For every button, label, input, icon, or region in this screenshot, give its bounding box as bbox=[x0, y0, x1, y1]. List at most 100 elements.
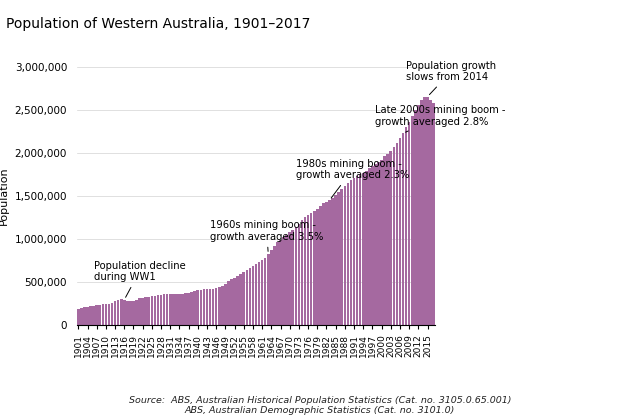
Bar bbox=[399, 138, 401, 325]
Bar bbox=[212, 289, 214, 325]
Bar bbox=[390, 151, 392, 325]
Bar bbox=[166, 294, 168, 325]
Bar bbox=[246, 270, 248, 325]
Bar bbox=[316, 209, 319, 325]
Bar bbox=[304, 217, 307, 325]
Bar bbox=[190, 292, 193, 325]
Bar bbox=[417, 105, 420, 325]
Bar bbox=[261, 260, 264, 325]
Bar bbox=[95, 305, 98, 325]
Bar bbox=[120, 299, 122, 325]
Text: 1960s mining boom -
growth averaged 3.5%: 1960s mining boom - growth averaged 3.5% bbox=[210, 220, 323, 251]
Text: Population growth
slows from 2014: Population growth slows from 2014 bbox=[406, 60, 496, 95]
Bar bbox=[387, 154, 389, 325]
Bar bbox=[270, 250, 273, 325]
Bar bbox=[224, 284, 227, 325]
Bar bbox=[380, 160, 383, 325]
Bar bbox=[298, 224, 300, 325]
Bar bbox=[359, 175, 362, 325]
Bar bbox=[200, 290, 202, 325]
Bar bbox=[154, 296, 156, 325]
Bar bbox=[205, 289, 208, 325]
Bar bbox=[102, 304, 104, 325]
Bar bbox=[83, 307, 86, 325]
Bar bbox=[377, 162, 380, 325]
Bar bbox=[258, 262, 260, 325]
Bar bbox=[169, 294, 172, 325]
Bar bbox=[104, 304, 108, 325]
Bar bbox=[221, 286, 223, 325]
Bar bbox=[236, 276, 239, 325]
Bar bbox=[163, 294, 165, 325]
Bar bbox=[420, 100, 422, 325]
Bar bbox=[108, 304, 110, 325]
Bar bbox=[362, 173, 365, 325]
Bar bbox=[132, 301, 135, 325]
Bar bbox=[203, 289, 205, 325]
Bar bbox=[337, 191, 340, 325]
Bar bbox=[310, 213, 312, 325]
Bar bbox=[178, 294, 180, 325]
Bar bbox=[196, 291, 199, 325]
Bar bbox=[126, 301, 129, 325]
Bar bbox=[135, 300, 138, 325]
Bar bbox=[248, 268, 251, 325]
Bar bbox=[404, 127, 408, 325]
Bar bbox=[383, 156, 386, 325]
Bar bbox=[99, 305, 101, 325]
Bar bbox=[371, 166, 374, 325]
Bar bbox=[414, 110, 417, 325]
Bar bbox=[111, 303, 113, 325]
Bar bbox=[218, 287, 221, 325]
Bar bbox=[328, 200, 331, 325]
Bar bbox=[433, 103, 435, 325]
Bar bbox=[267, 254, 269, 325]
Bar bbox=[233, 278, 236, 325]
Bar bbox=[426, 97, 429, 325]
Bar bbox=[307, 214, 309, 325]
Bar bbox=[209, 289, 211, 325]
Bar bbox=[188, 293, 190, 325]
Text: Population of Western Australia, 1901–2017: Population of Western Australia, 1901–20… bbox=[6, 17, 311, 31]
Bar bbox=[230, 279, 233, 325]
Bar bbox=[184, 294, 187, 325]
Bar bbox=[402, 133, 404, 325]
Bar bbox=[349, 181, 352, 325]
Bar bbox=[285, 235, 288, 325]
Bar bbox=[86, 306, 89, 325]
Bar bbox=[313, 211, 316, 325]
Bar bbox=[340, 189, 343, 325]
Bar bbox=[322, 203, 324, 325]
Bar bbox=[429, 100, 432, 325]
Text: Population decline
during WW1: Population decline during WW1 bbox=[93, 261, 186, 297]
Bar bbox=[392, 147, 395, 325]
Bar bbox=[129, 301, 132, 325]
Bar bbox=[319, 206, 322, 325]
Bar bbox=[215, 288, 218, 325]
Bar bbox=[255, 264, 257, 325]
Bar bbox=[356, 176, 358, 325]
Bar bbox=[294, 227, 297, 325]
Bar bbox=[408, 122, 410, 325]
Bar bbox=[291, 230, 294, 325]
Bar bbox=[80, 308, 83, 325]
Bar bbox=[145, 297, 147, 325]
Bar bbox=[175, 294, 178, 325]
Bar bbox=[332, 198, 334, 325]
Bar bbox=[325, 202, 328, 325]
Bar bbox=[90, 306, 92, 325]
Bar bbox=[239, 274, 242, 325]
Bar bbox=[147, 296, 150, 325]
Bar bbox=[77, 309, 79, 325]
Bar bbox=[252, 266, 254, 325]
Bar bbox=[123, 300, 125, 325]
Bar bbox=[334, 195, 337, 325]
Bar bbox=[423, 98, 426, 325]
Bar bbox=[92, 306, 95, 325]
Bar bbox=[279, 240, 282, 325]
Bar bbox=[150, 296, 153, 325]
Bar bbox=[396, 143, 398, 325]
Bar bbox=[141, 298, 144, 325]
Bar bbox=[273, 246, 276, 325]
Bar bbox=[264, 258, 266, 325]
